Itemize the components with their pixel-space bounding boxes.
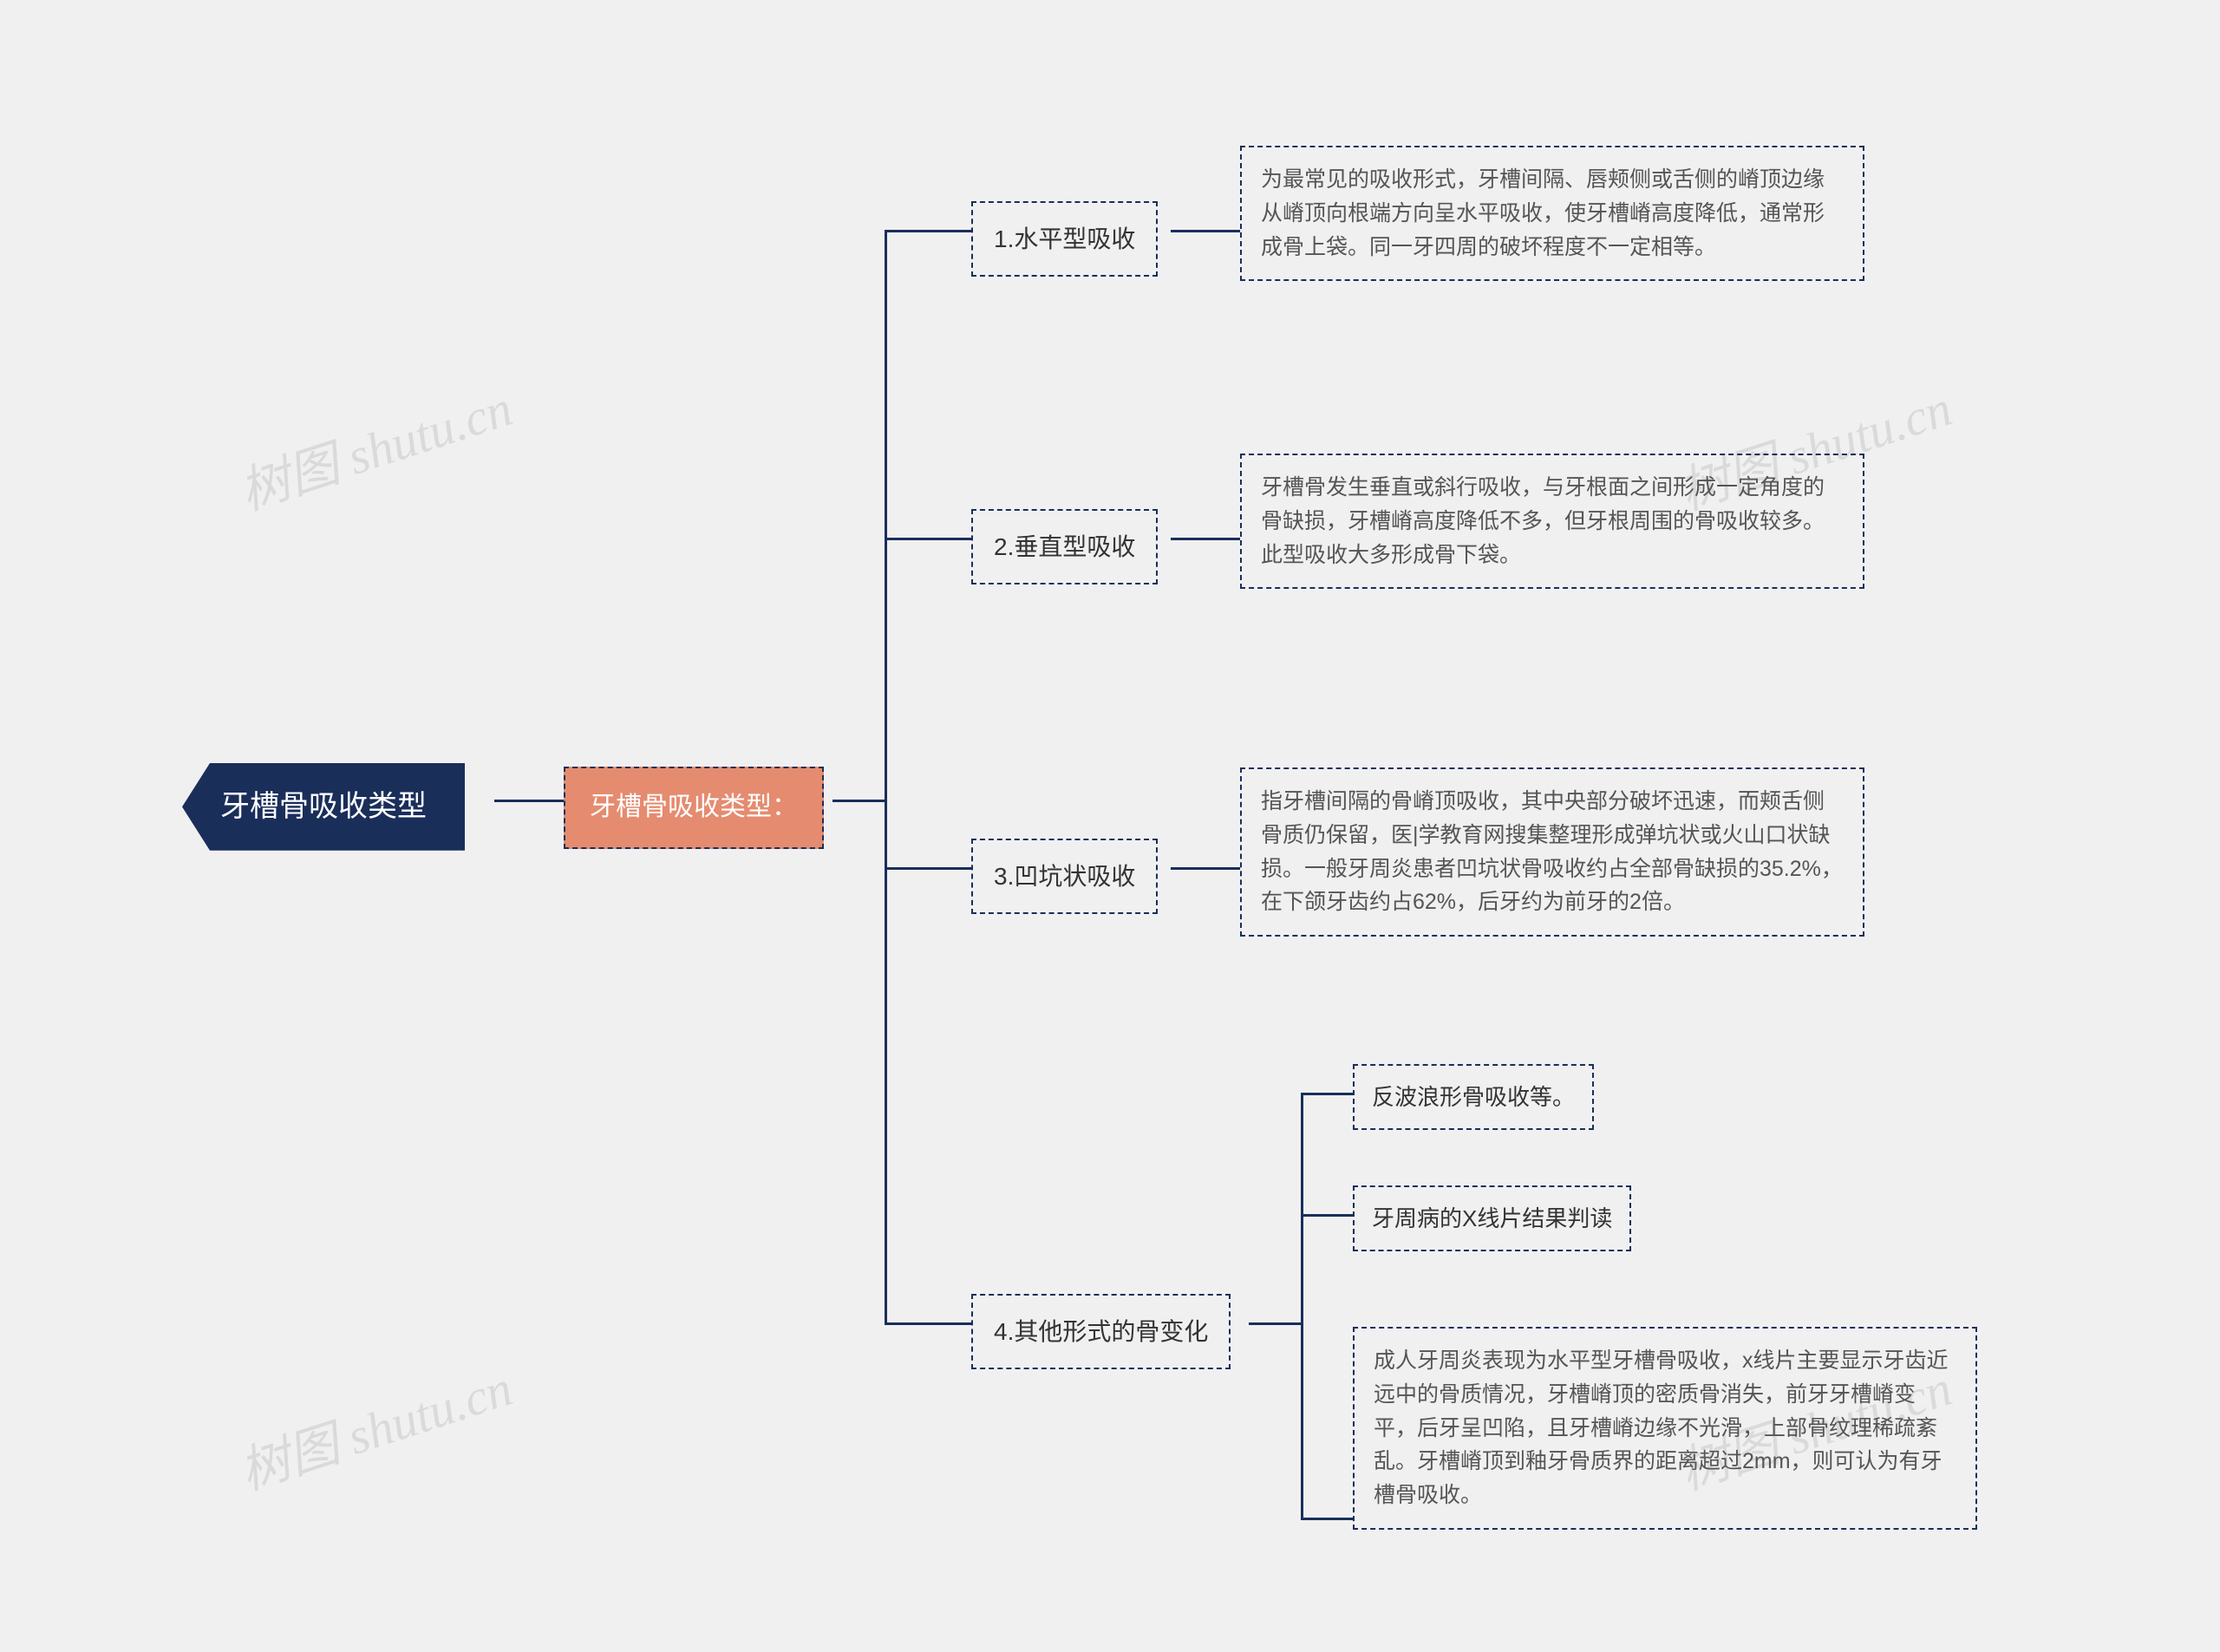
connector (1171, 867, 1240, 870)
type-node-2: 2.垂直型吸收 (971, 509, 1158, 584)
connector (1249, 1322, 1301, 1325)
watermark: 树图 shutu.cn (229, 368, 519, 524)
type4-child-3: 成人牙周炎表现为水平型牙槽骨吸收，x线片主要显示牙齿近远中的骨质情况，牙槽嵴顶的… (1353, 1327, 1977, 1530)
type-node-1: 1.水平型吸收 (971, 201, 1158, 277)
type4-child-1: 反波浪形骨吸收等。 (1353, 1064, 1594, 1130)
connector (1171, 538, 1240, 540)
connector (494, 800, 564, 802)
category-node: 牙槽骨吸收类型： (564, 767, 824, 849)
connector (885, 867, 971, 870)
root-node: 牙槽骨吸收类型 (182, 763, 465, 851)
type-node-3: 3.凹坑状吸收 (971, 839, 1158, 914)
connector (885, 1322, 971, 1325)
connector (1171, 230, 1240, 232)
connector (885, 230, 971, 232)
connector (832, 800, 885, 802)
type4-child-2: 牙周病的X线片结果判读 (1353, 1185, 1631, 1251)
type-node-4: 4.其他形式的骨变化 (971, 1294, 1231, 1369)
connector (1301, 1518, 1353, 1520)
connector (885, 230, 887, 1322)
watermark: 树图 shutu.cn (229, 1348, 519, 1504)
connector (1301, 1093, 1303, 1518)
type-desc-2: 牙槽骨发生垂直或斜行吸收，与牙根面之间形成一定角度的骨缺损，牙槽嵴高度降低不多，… (1240, 454, 1864, 589)
connector (885, 538, 971, 540)
connector (1301, 1093, 1353, 1095)
connector (1301, 1214, 1353, 1217)
type-desc-3: 指牙槽间隔的骨嵴顶吸收，其中央部分破坏迅速，而颊舌侧骨质仍保留，医|学教育网搜集… (1240, 767, 1864, 937)
type-desc-1: 为最常见的吸收形式，牙槽间隔、唇颊侧或舌侧的嵴顶边缘从嵴顶向根端方向呈水平吸收，… (1240, 146, 1864, 281)
